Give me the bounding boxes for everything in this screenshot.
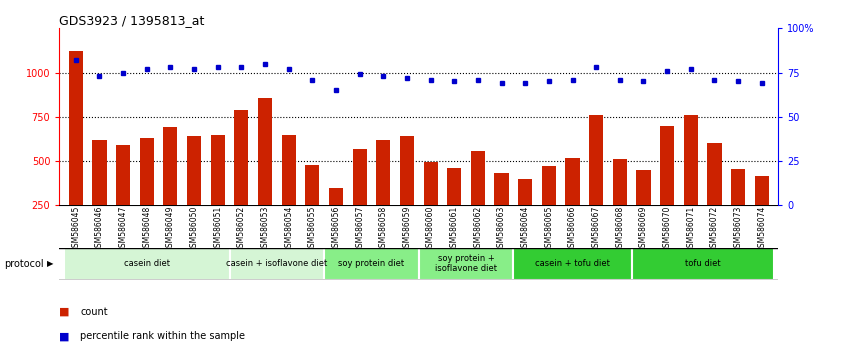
Bar — [163, 127, 178, 205]
Text: GSM586073: GSM586073 — [733, 205, 743, 252]
Bar — [282, 135, 296, 205]
Text: GSM586061: GSM586061 — [450, 205, 459, 252]
Text: ▶: ▶ — [47, 259, 53, 268]
Bar — [684, 115, 698, 205]
Bar — [305, 165, 320, 205]
Text: GSM586048: GSM586048 — [142, 205, 151, 252]
Bar — [140, 138, 154, 205]
Text: GSM586069: GSM586069 — [639, 205, 648, 252]
Text: GSM586068: GSM586068 — [615, 205, 624, 252]
Bar — [329, 188, 343, 205]
Text: GSM586051: GSM586051 — [213, 205, 222, 252]
Bar — [707, 143, 722, 205]
Bar — [755, 176, 769, 205]
Bar — [636, 170, 651, 205]
Text: GSM586074: GSM586074 — [757, 205, 766, 252]
Bar — [494, 173, 508, 205]
Text: GSM586066: GSM586066 — [568, 205, 577, 252]
Bar — [376, 140, 390, 205]
Bar — [419, 248, 514, 280]
Bar — [541, 166, 556, 205]
Bar — [731, 169, 745, 205]
Text: casein diet: casein diet — [124, 259, 170, 268]
Bar — [424, 162, 437, 205]
Bar — [116, 145, 130, 205]
Bar — [92, 140, 107, 205]
Bar — [64, 248, 229, 280]
Bar — [69, 51, 83, 205]
Text: GSM586059: GSM586059 — [403, 205, 411, 252]
Bar — [514, 248, 632, 280]
Text: GSM586071: GSM586071 — [686, 205, 695, 252]
Text: GDS3923 / 1395813_at: GDS3923 / 1395813_at — [59, 14, 205, 27]
Text: percentile rank within the sample: percentile rank within the sample — [80, 331, 245, 341]
Text: GSM586055: GSM586055 — [308, 205, 316, 252]
Bar — [324, 248, 419, 280]
Bar — [211, 135, 225, 205]
Text: casein + isoflavone diet: casein + isoflavone diet — [226, 259, 327, 268]
Text: GSM586046: GSM586046 — [95, 205, 104, 252]
Text: GSM586050: GSM586050 — [190, 205, 199, 252]
Text: GSM586054: GSM586054 — [284, 205, 294, 252]
Bar — [613, 159, 627, 205]
Text: soy protein +
isoflavone diet: soy protein + isoflavone diet — [435, 254, 497, 273]
Text: GSM586070: GSM586070 — [662, 205, 672, 252]
Text: GSM586053: GSM586053 — [261, 205, 270, 252]
Bar — [258, 98, 272, 205]
Text: protocol: protocol — [4, 259, 44, 269]
Text: GSM586072: GSM586072 — [710, 205, 719, 252]
Text: GSM586052: GSM586052 — [237, 205, 246, 252]
Bar — [187, 136, 201, 205]
Text: GSM586057: GSM586057 — [355, 205, 364, 252]
Bar — [229, 248, 324, 280]
Text: tofu diet: tofu diet — [684, 259, 721, 268]
Text: ■: ■ — [59, 307, 69, 316]
Text: GSM586058: GSM586058 — [379, 205, 387, 252]
Text: GSM586063: GSM586063 — [497, 205, 506, 252]
Bar — [589, 115, 603, 205]
Text: ■: ■ — [59, 331, 69, 341]
Text: GSM586065: GSM586065 — [544, 205, 553, 252]
Text: GSM586056: GSM586056 — [332, 205, 340, 252]
Text: GSM586064: GSM586064 — [521, 205, 530, 252]
Bar — [565, 159, 580, 205]
Text: count: count — [80, 307, 108, 316]
Bar — [400, 136, 414, 205]
Text: soy protein diet: soy protein diet — [338, 259, 404, 268]
Text: GSM586049: GSM586049 — [166, 205, 175, 252]
Text: casein + tofu diet: casein + tofu diet — [535, 259, 610, 268]
Text: GSM586045: GSM586045 — [71, 205, 80, 252]
Text: GSM586062: GSM586062 — [474, 205, 482, 252]
Bar — [518, 179, 532, 205]
Bar — [660, 126, 674, 205]
Bar — [353, 149, 366, 205]
Bar — [448, 168, 461, 205]
Text: GSM586067: GSM586067 — [591, 205, 601, 252]
Bar — [632, 248, 773, 280]
Text: GSM586060: GSM586060 — [426, 205, 435, 252]
Bar — [234, 110, 249, 205]
Bar — [471, 152, 485, 205]
Text: GSM586047: GSM586047 — [118, 205, 128, 252]
